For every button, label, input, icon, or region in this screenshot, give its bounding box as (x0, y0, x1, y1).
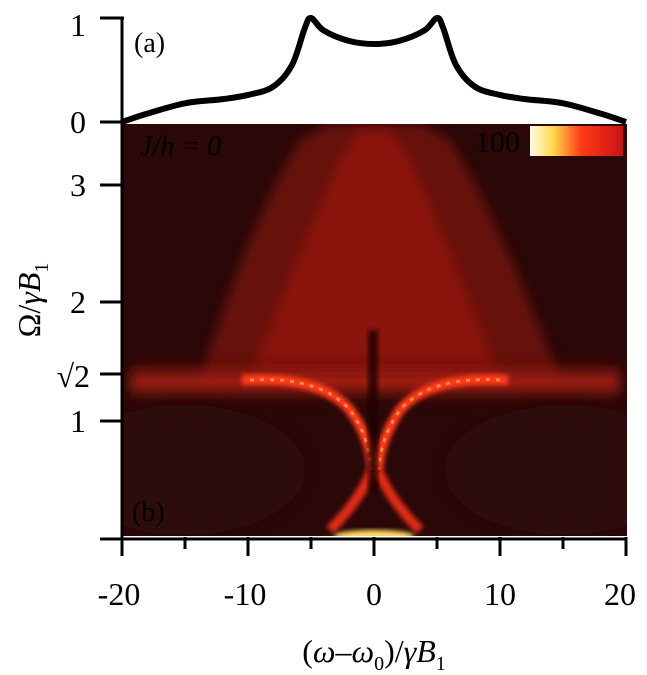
xtick-label-m10: -10 (224, 576, 267, 612)
heatmap-bottom-hotspot (254, 500, 494, 536)
x-axis-label: (ω–ω0)/γB1 (302, 633, 446, 675)
heatmap-annotation: J/h = 0 (140, 131, 221, 162)
panel-label-b: (b) (132, 497, 165, 528)
colorbar-label: 100 (475, 126, 520, 159)
ytick-label-2: 2 (70, 284, 86, 320)
line-series (121, 15, 627, 125)
heatmap-resonance-right-arm-core (377, 378, 501, 471)
ytick-label-sqrt2: √2 (56, 358, 90, 394)
ytick-label-1: 1 (70, 403, 86, 439)
heatmap-right-lobe (445, 405, 627, 535)
ytick-label-3: 3 (70, 167, 86, 203)
colorbar (530, 126, 623, 156)
svg-text:Ω/γB1: Ω/γB1 (11, 263, 53, 338)
heatmap (122, 124, 627, 536)
xtick-label-10: 10 (484, 576, 516, 612)
xtick-label-20: 20 (604, 576, 636, 612)
axes: 1 0 3 2 √2 1 -20 -10 0 10 (56, 7, 636, 612)
xtick-label-0: 0 (366, 576, 382, 612)
ytick-a-label-0: 0 (70, 104, 86, 140)
xtick-label-m20: -20 (98, 576, 141, 612)
heatmap-left-lobe (122, 405, 305, 535)
line-panel: (a) (121, 15, 627, 125)
ytick-a-label-1: 1 (70, 7, 86, 43)
panel-label-a: (a) (134, 28, 165, 59)
heatmap-center-streak (368, 330, 378, 490)
heatmap-bottom-core (334, 530, 414, 536)
y-axis-label: Ω/γB1 (11, 263, 53, 338)
heatmap-upper-fan-core (250, 130, 500, 380)
